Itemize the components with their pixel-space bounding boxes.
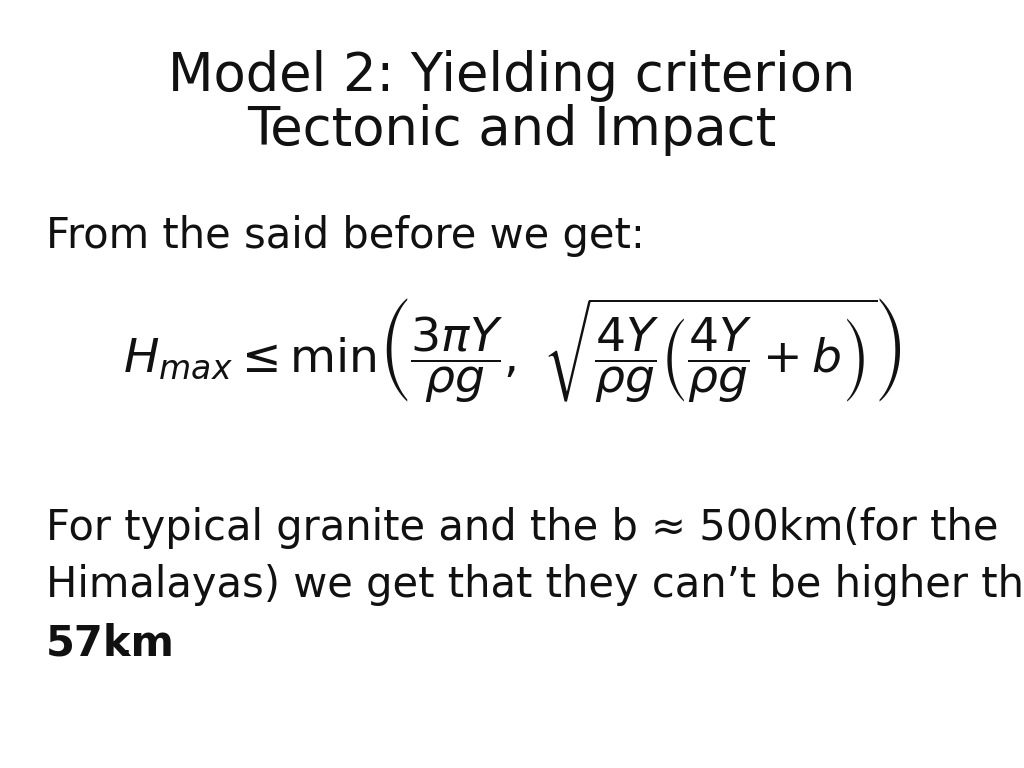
Text: Himalayas) we get that they can’t be higher than: Himalayas) we get that they can’t be hig… xyxy=(46,564,1024,607)
Text: For typical granite and the b ≈ 500km(for the: For typical granite and the b ≈ 500km(fo… xyxy=(46,507,998,549)
Text: Model 2: Yielding criterion: Model 2: Yielding criterion xyxy=(168,50,856,102)
Text: From the said before we get:: From the said before we get: xyxy=(46,215,645,257)
Text: Tectonic and Impact: Tectonic and Impact xyxy=(248,104,776,156)
Text: .: . xyxy=(120,622,133,664)
Text: $H_{max} \leq \mathrm{min}\left(\dfrac{3\pi Y}{\rho g},\ \sqrt{\dfrac{4Y}{\rho g: $H_{max} \leq \mathrm{min}\left(\dfrac{3… xyxy=(123,296,901,405)
Text: 57km: 57km xyxy=(46,622,175,664)
